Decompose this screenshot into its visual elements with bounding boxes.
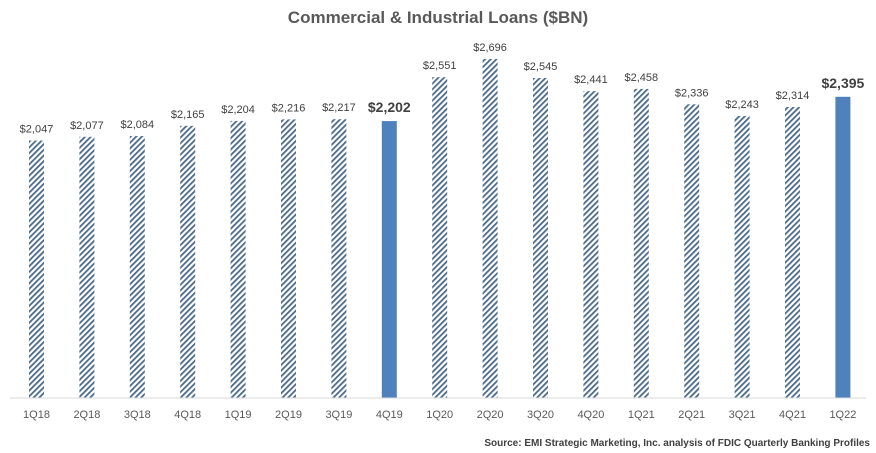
source-note: Source: EMI Strategic Marketing, Inc. an… — [484, 438, 870, 449]
category-label-3q21: 3Q21 — [729, 409, 756, 421]
bar-1q20 — [432, 77, 448, 398]
category-label-2q21: 2Q21 — [678, 409, 705, 421]
bar-3q19 — [331, 119, 347, 398]
category-label-3q18: 3Q18 — [124, 409, 151, 421]
bar-1q22 — [835, 96, 851, 399]
value-label-1q21: $2,458 — [624, 72, 658, 84]
value-labels-group: $2,047 $2,077 $2,084 $2,165 $2,204 $2,216 $2,2… — [20, 42, 865, 136]
category-label-2q20: 2Q20 — [477, 409, 504, 421]
category-label-2q19: 2Q19 — [275, 409, 302, 421]
value-label-3q19: $2,217 — [322, 102, 356, 114]
bar-4q21 — [785, 107, 800, 398]
category-label-4q19: 4Q19 — [376, 409, 403, 421]
category-label-1q20: 1Q20 — [426, 409, 453, 421]
category-label-3q20: 3Q20 — [527, 409, 554, 421]
category-label-1q18: 1Q18 — [23, 409, 50, 421]
category-label-1q22: 1Q22 — [829, 409, 856, 421]
value-label-3q21: $2,243 — [725, 99, 759, 111]
category-label-4q18: 4Q18 — [174, 409, 201, 421]
bars-group — [29, 59, 851, 399]
chart-title: Commercial & Industrial Loans ($BN) — [288, 8, 588, 27]
value-label-2q20: $2,696 — [473, 42, 507, 54]
value-label-2q18: $2,077 — [70, 120, 104, 132]
bar-3q21 — [734, 116, 750, 398]
category-label-3q19: 3Q19 — [325, 409, 352, 421]
value-label-4q18: $2,165 — [171, 109, 205, 121]
value-label-2q19: $2,216 — [272, 102, 306, 114]
bar-2q21 — [684, 104, 700, 399]
value-label-3q20: $2,545 — [524, 61, 558, 73]
bar-1q21 — [633, 88, 649, 399]
category-label-4q21: 4Q21 — [779, 409, 806, 421]
value-label-4q21: $2,314 — [776, 90, 810, 102]
bar-2q18 — [79, 136, 95, 399]
bar-4q20 — [583, 91, 599, 398]
value-label-2q21: $2,336 — [675, 87, 709, 99]
bar-3q18 — [129, 136, 145, 398]
value-label-4q19: $2,202 — [368, 99, 411, 115]
bar-3q20 — [533, 78, 548, 398]
category-labels-group: 1Q18 2Q18 3Q18 4Q18 1Q19 2Q19 3Q19 4Q19 1Q20 2Q20… — [23, 409, 856, 421]
category-label-4q20: 4Q20 — [577, 409, 604, 421]
bar-1q19 — [230, 120, 246, 399]
bar-1q18 — [29, 140, 44, 398]
bar-4q18 — [180, 125, 196, 399]
category-label-2q18: 2Q18 — [73, 409, 100, 421]
category-label-1q19: 1Q19 — [225, 409, 252, 421]
value-label-1q20: $2,551 — [423, 60, 457, 72]
value-label-1q19: $2,204 — [221, 104, 255, 116]
value-label-4q20: $2,441 — [574, 74, 608, 86]
value-label-1q22: $2,395 — [821, 75, 864, 91]
value-label-1q18: $2,047 — [20, 124, 54, 136]
bar-2q19 — [281, 119, 296, 399]
category-label-1q21: 1Q21 — [628, 409, 655, 421]
bar-4q19 — [381, 121, 397, 398]
bar-2q20 — [482, 59, 498, 398]
value-label-3q18: $2,084 — [120, 119, 154, 131]
